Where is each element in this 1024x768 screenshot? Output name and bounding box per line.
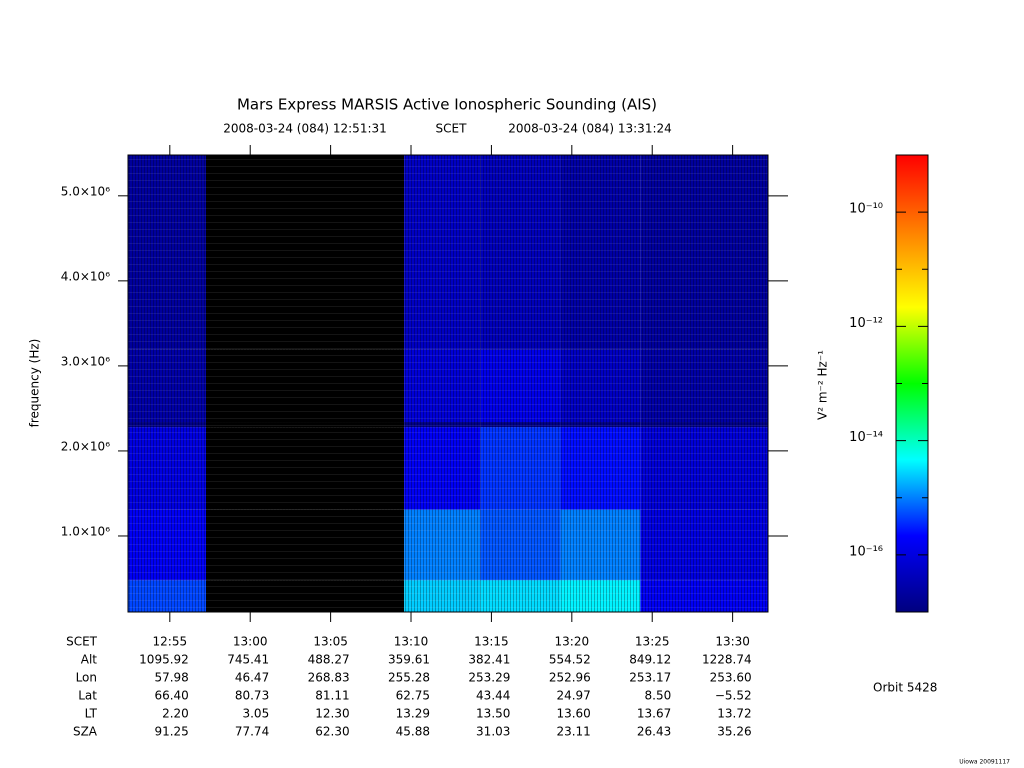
- ephemeris-value: 382.41: [468, 653, 510, 667]
- ephemeris-value: 1228.74: [702, 653, 752, 667]
- ephemeris-value: 24.97: [556, 689, 590, 703]
- ephemeris-value: 77.74: [235, 725, 269, 739]
- ephemeris-value: 554.52: [549, 653, 591, 667]
- ephemeris-label: SCET: [66, 635, 98, 649]
- y-tick-label: 5.0×10⁶: [61, 184, 110, 198]
- ephemeris-value: 1095.92: [139, 653, 189, 667]
- x-tick-label: 13:30: [715, 635, 750, 649]
- y-tick-label: 1.0×10⁶: [61, 524, 110, 538]
- ephemeris-row-label: Lon: [76, 671, 97, 685]
- ephemeris-value: 66.40: [154, 689, 188, 703]
- ephemeris-value: 252.96: [549, 671, 591, 685]
- ephemeris-value: 12.30: [315, 707, 349, 721]
- plot-frame: [127, 154, 769, 613]
- ephemeris-value: 8.50: [645, 689, 672, 703]
- ephemeris-value: 3.05: [242, 707, 269, 721]
- ephemeris-value: 13.72: [717, 707, 751, 721]
- chart-title: Mars Express MARSIS Active Ionospheric S…: [237, 96, 657, 114]
- y-axis-label: frequency (Hz): [28, 339, 42, 428]
- x-tick-label: 13:00: [233, 635, 268, 649]
- credit: Uiowa 20091117: [959, 759, 1010, 766]
- ephemeris-value: 31.03: [476, 725, 510, 739]
- ephemeris-value: 2.20: [162, 707, 189, 721]
- ephemeris-value: 23.11: [556, 725, 590, 739]
- ephemeris-value: 91.25: [154, 725, 188, 739]
- ephemeris-value: 849.12: [629, 653, 671, 667]
- ephemeris-value: 62.75: [396, 689, 430, 703]
- ephemeris-value: 80.73: [235, 689, 269, 703]
- ephemeris-value: 13.29: [396, 707, 430, 721]
- ephemeris-row-label: Lat: [78, 689, 97, 703]
- colorbar-tick-label: 10⁻¹²: [849, 316, 883, 331]
- colorbar-tick-label: 10⁻¹⁰: [849, 202, 883, 217]
- ephemeris-value: 46.47: [235, 671, 269, 685]
- ephemeris-value: 43.44: [476, 689, 510, 703]
- x-tick-label: 13:20: [555, 635, 590, 649]
- x-tick-label: 13:10: [394, 635, 429, 649]
- ephemeris-value: 62.30: [315, 725, 349, 739]
- ephemeris-row-label: SZA: [73, 725, 98, 739]
- ephemeris-value: 745.41: [227, 653, 269, 667]
- colorbar-label: V² m⁻² Hz⁻¹: [816, 350, 830, 420]
- ephemeris-value: 57.98: [154, 671, 188, 685]
- ephemeris-value: 13.67: [637, 707, 671, 721]
- ephemeris-value: 255.28: [388, 671, 430, 685]
- ephemeris-value: 488.27: [308, 653, 350, 667]
- ephemeris-value: 13.60: [556, 707, 590, 721]
- ephemeris-value: 13.50: [476, 707, 510, 721]
- y-tick-label: 3.0×10⁶: [61, 354, 110, 368]
- ephemeris-value: 253.17: [629, 671, 671, 685]
- ephemeris-value: 268.83: [308, 671, 350, 685]
- x-tick-label: 12:55: [153, 635, 188, 649]
- subtitle-end: 2008-03-24 (084) 13:31:24: [508, 122, 672, 136]
- ephemeris-value: 45.88: [396, 725, 430, 739]
- texture: [128, 155, 768, 612]
- ephemeris-value: 253.60: [710, 671, 752, 685]
- orbit-label: Orbit 5428: [873, 681, 937, 695]
- ephemeris-value: 26.43: [637, 725, 671, 739]
- y-tick-label: 2.0×10⁶: [61, 439, 110, 453]
- x-tick-label: 13:05: [313, 635, 348, 649]
- y-tick-label: 4.0×10⁶: [61, 269, 110, 283]
- x-tick-label: 13:15: [474, 635, 509, 649]
- x-tick-label: 13:25: [635, 635, 670, 649]
- ephemeris-row-label: Alt: [81, 653, 98, 667]
- ephemeris-value: 81.11: [315, 689, 349, 703]
- ephemeris-value: 359.61: [388, 653, 430, 667]
- subtitle-start: 2008-03-24 (084) 12:51:31: [223, 122, 387, 136]
- subtitle-center: SCET: [436, 122, 468, 136]
- ephemeris-value: 35.26: [717, 725, 751, 739]
- colorbar-tick-label: 10⁻¹⁶: [849, 544, 883, 559]
- ephemeris-value: −5.52: [715, 689, 752, 703]
- ephemeris-row-label: LT: [85, 707, 98, 721]
- colorbar-tick-label: 10⁻¹⁴: [849, 430, 883, 445]
- ephemeris-value: 253.29: [468, 671, 510, 685]
